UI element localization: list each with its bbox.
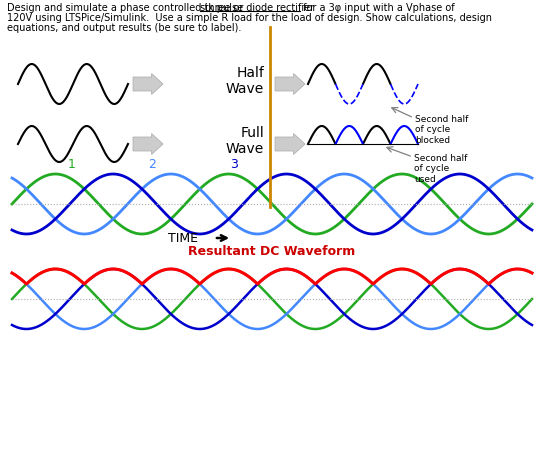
Text: for a 3φ input with a Vphase of: for a 3φ input with a Vphase of xyxy=(300,3,455,13)
Text: 3: 3 xyxy=(230,157,238,171)
Text: Design and simulate a phase controlled three or: Design and simulate a phase controlled t… xyxy=(7,3,246,13)
Text: 1: 1 xyxy=(68,157,76,171)
FancyArrow shape xyxy=(275,74,305,95)
Text: Half
Wave: Half Wave xyxy=(226,66,264,96)
Text: equations, and output results (be sure to label).: equations, and output results (be sure t… xyxy=(7,23,241,33)
Text: 120V using LTSPice/Simulink.  Use a simple R load for the load of design. Show c: 120V using LTSPice/Simulink. Use a simpl… xyxy=(7,13,492,23)
Text: Second half
of cycle
blocked: Second half of cycle blocked xyxy=(415,115,468,145)
FancyArrow shape xyxy=(133,74,163,95)
Text: 2: 2 xyxy=(148,157,156,171)
Text: six pulse diode rectifier: six pulse diode rectifier xyxy=(200,3,314,13)
Text: Full
Wave: Full Wave xyxy=(226,126,264,156)
FancyArrow shape xyxy=(275,134,305,155)
Text: TIME: TIME xyxy=(168,232,198,245)
FancyArrow shape xyxy=(133,134,163,155)
Text: Second half
of cycle
used: Second half of cycle used xyxy=(414,154,467,184)
Text: Resultant DC Waveform: Resultant DC Waveform xyxy=(188,245,356,258)
